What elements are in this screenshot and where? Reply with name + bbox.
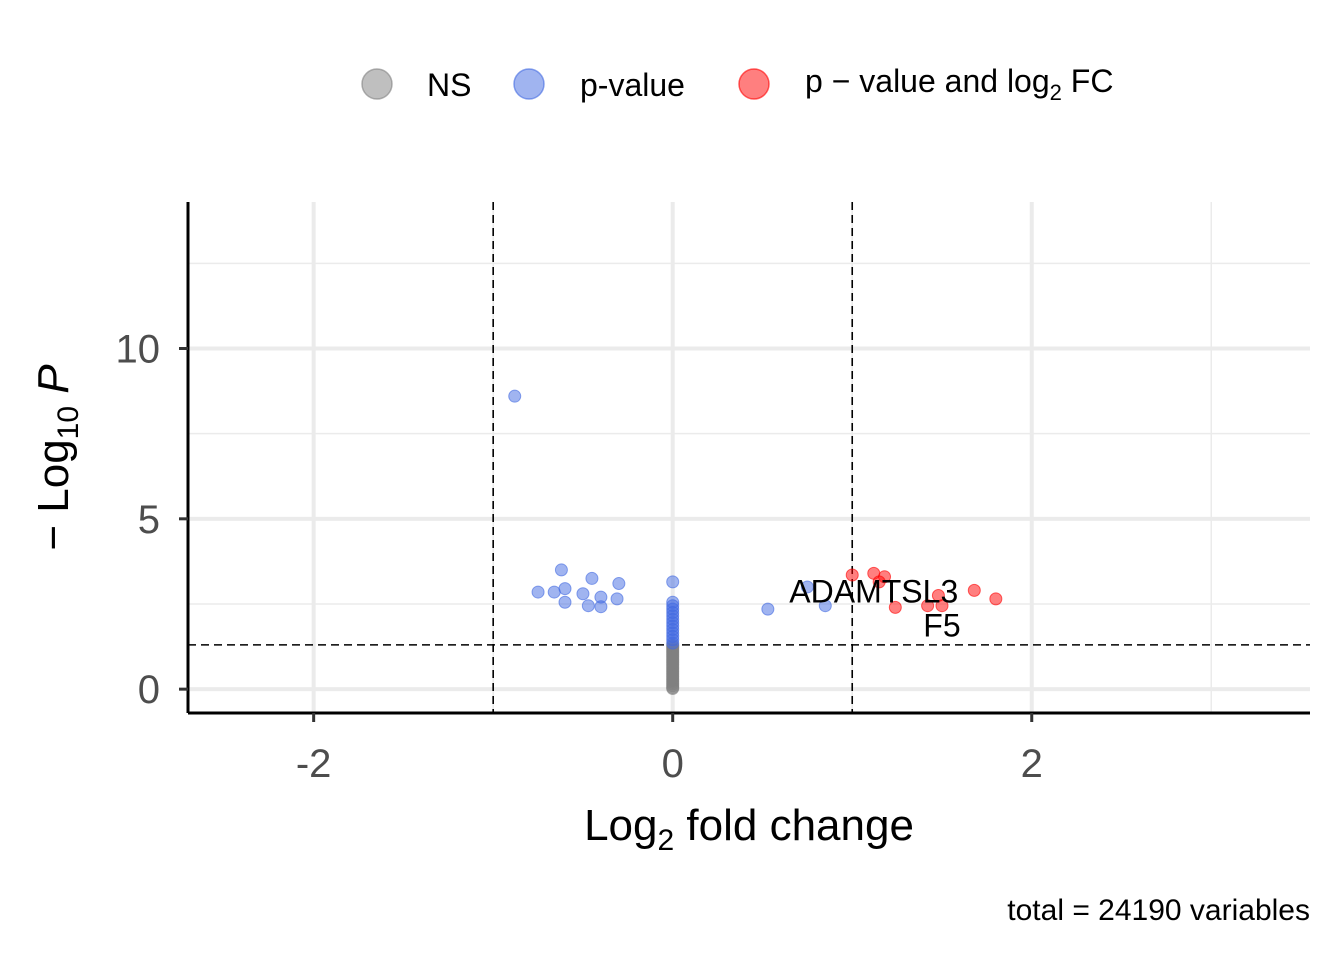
caption: total = 24190 variables: [1007, 894, 1310, 927]
point-p: [612, 577, 626, 591]
legend-label-p: p-value: [580, 67, 685, 103]
point-p: [610, 592, 624, 606]
legend-key-ns: [361, 68, 393, 100]
axes: -2 0 2 0 5 10: [116, 202, 1310, 786]
legend: NS p-value p − value and log2 FC: [361, 63, 1113, 105]
point-pfc: [935, 599, 949, 613]
y-tick-label: 5: [138, 498, 160, 542]
point-pfc: [989, 592, 1003, 606]
point-p: [666, 575, 680, 589]
point-p: [585, 571, 599, 585]
legend-label-pfc: p − value and log2 FC: [805, 63, 1113, 105]
point-pfc: [888, 600, 902, 614]
gene-label: ADAMTSL3: [789, 573, 958, 609]
point-p: [547, 585, 561, 599]
point-p: [581, 599, 595, 613]
point-p: [531, 585, 545, 599]
point-p: [800, 580, 814, 594]
threshold-lines: [188, 202, 1310, 713]
legend-label-ns: NS: [427, 67, 471, 103]
point-p: [558, 582, 572, 596]
point-p: [594, 600, 608, 614]
y-tick-label: 0: [138, 668, 160, 712]
x-tick-label: 0: [662, 742, 684, 786]
point-p: [576, 587, 590, 601]
x-tick-label: -2: [296, 742, 332, 786]
point-p: [508, 389, 522, 403]
point-p: [761, 602, 775, 616]
legend-key-p: [513, 68, 545, 100]
x-axis-title: Log2 fold change: [584, 801, 914, 857]
point-p: [818, 599, 832, 613]
gene-label: F5: [923, 607, 960, 643]
point-pfc: [872, 575, 886, 589]
legend-key-pfc: [738, 68, 770, 100]
x-tick-label: 2: [1021, 742, 1043, 786]
point-pfc: [845, 568, 859, 582]
grid-lines: [188, 202, 1310, 713]
point-pfc: [967, 583, 981, 597]
data-points: [508, 389, 1003, 695]
point-pfc: [921, 599, 935, 613]
y-tick-label: 10: [116, 327, 161, 371]
point-p: [554, 563, 568, 577]
point-p: [666, 636, 680, 650]
point-p: [558, 595, 572, 609]
y-axis-title: − Log10 P: [29, 364, 85, 551]
